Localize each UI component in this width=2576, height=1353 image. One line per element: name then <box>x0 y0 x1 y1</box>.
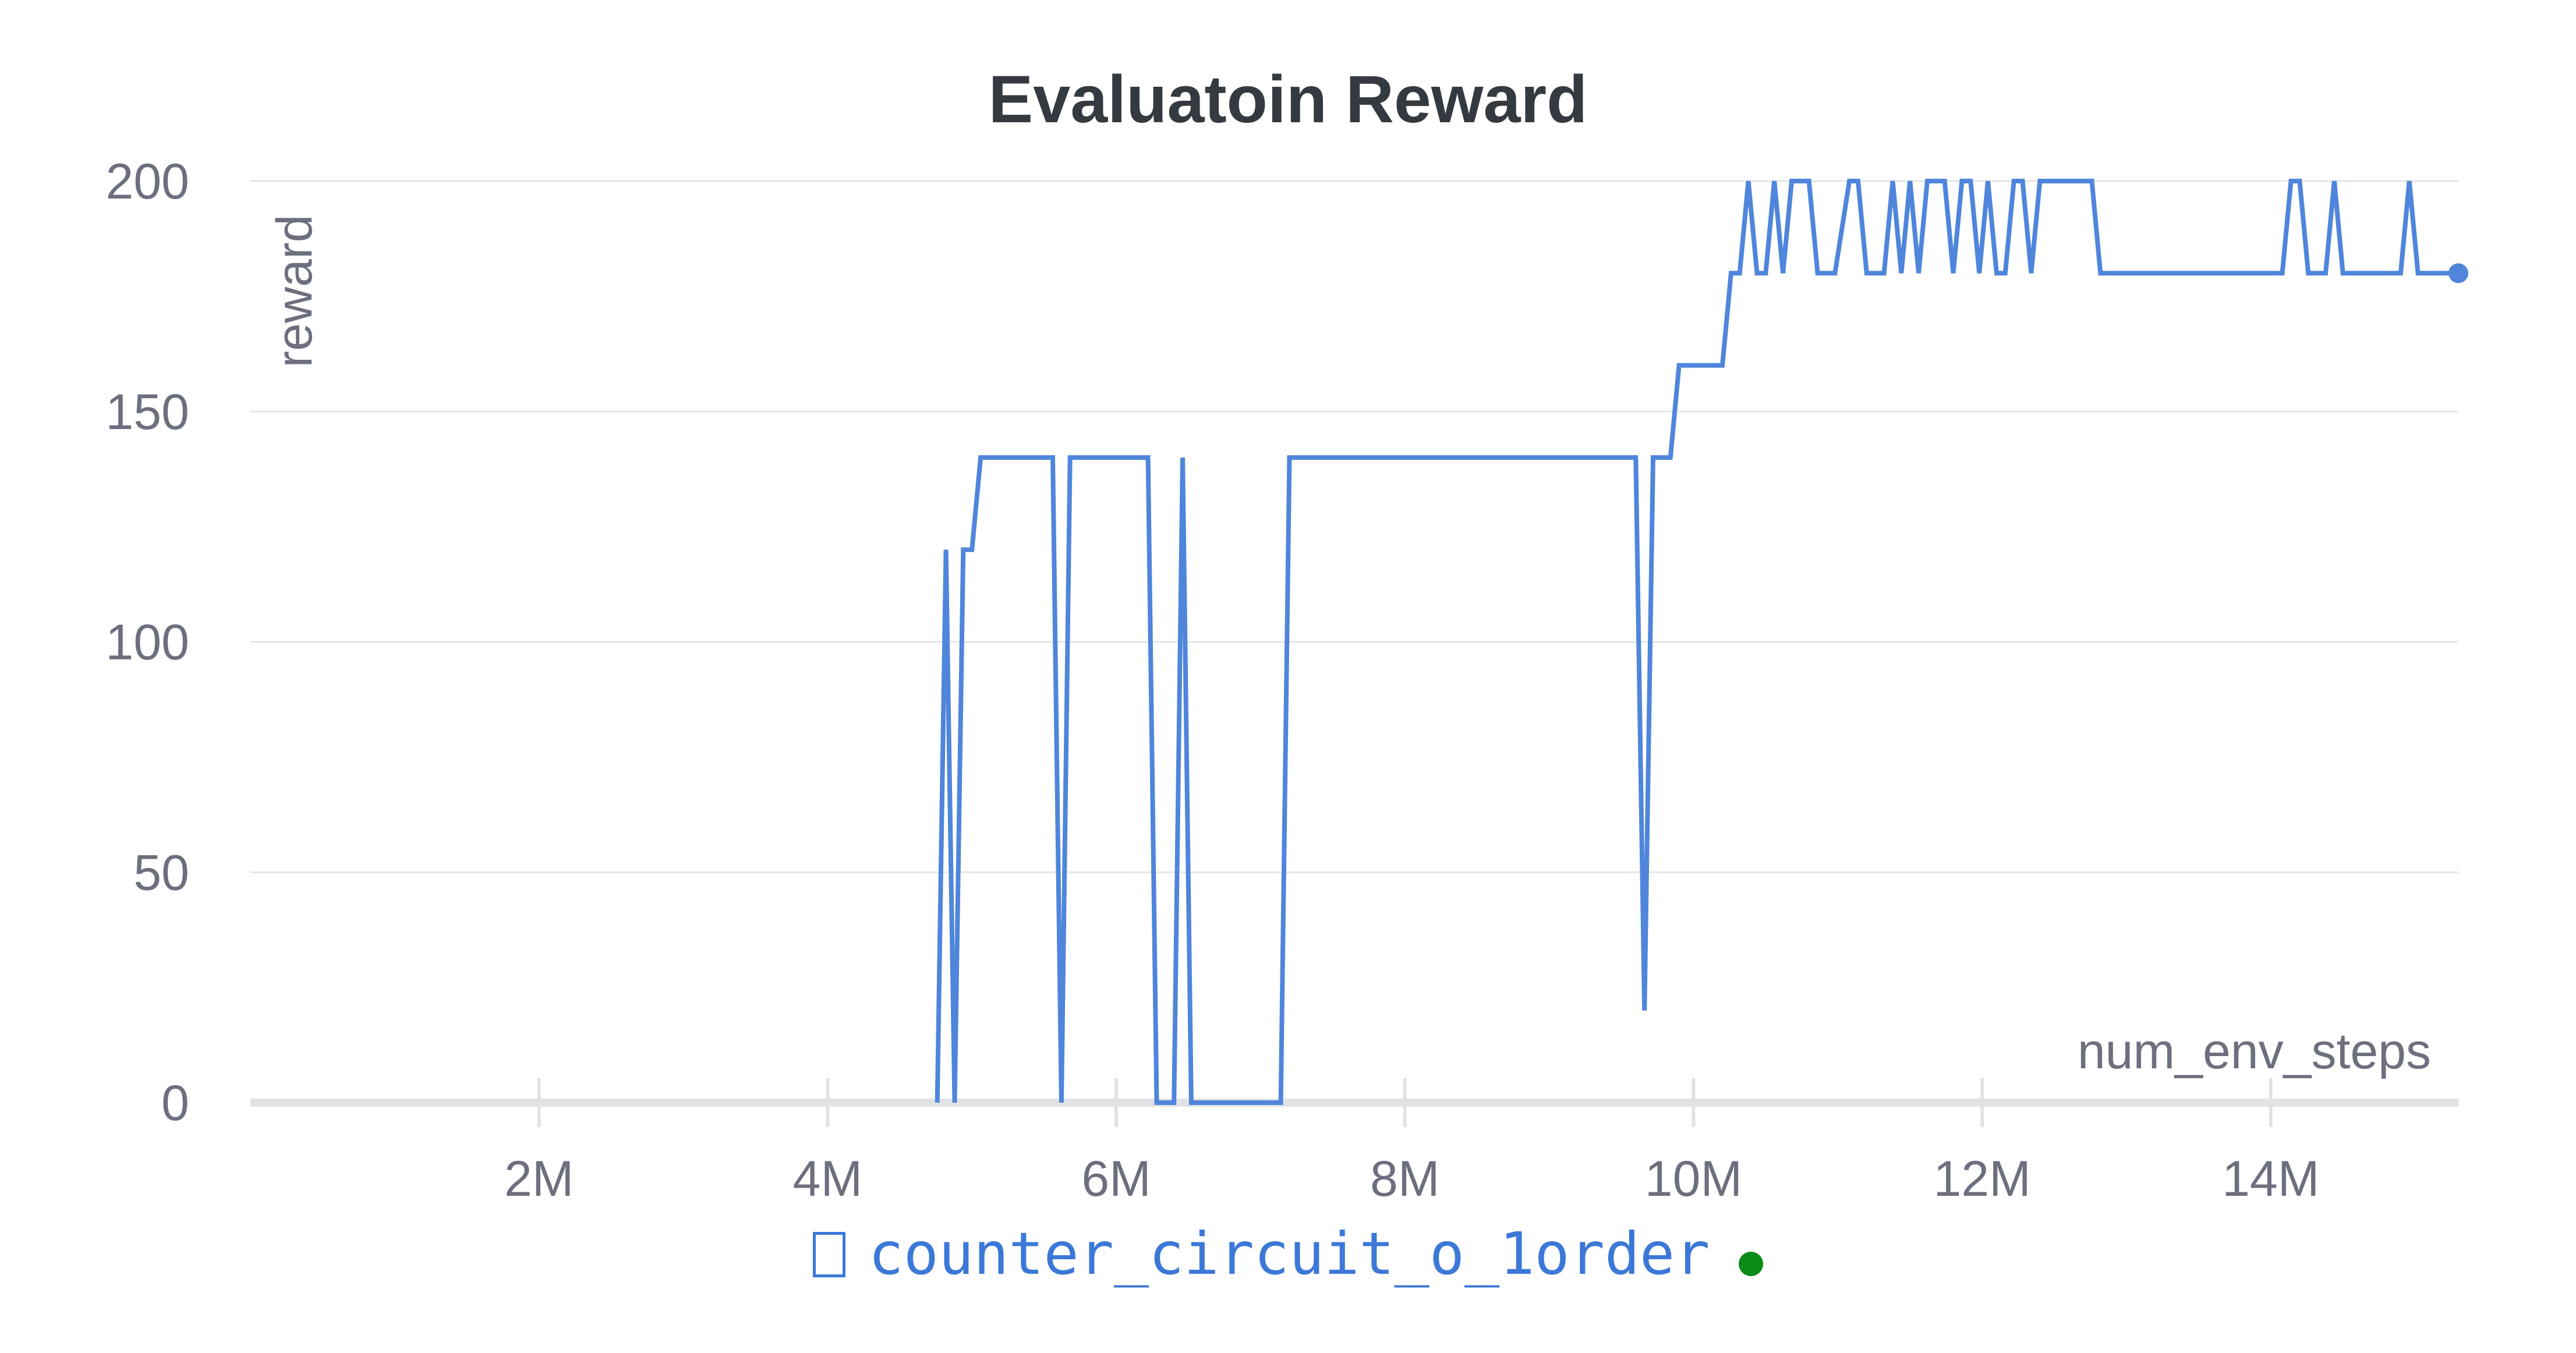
y-axis-title: reward <box>267 215 323 368</box>
y-tick-label: 0 <box>161 1075 189 1131</box>
x-tick-label: 2M <box>504 1151 574 1207</box>
x-tick-label: 8M <box>1370 1151 1439 1207</box>
x-tick-label: 6M <box>1081 1151 1151 1207</box>
gridlines <box>250 180 2458 873</box>
legend: counter_circuit_o_1order <box>0 1220 2576 1288</box>
x-tick-label: 10M <box>1645 1151 1742 1207</box>
y-tick-label: 150 <box>106 384 190 440</box>
x-axis-tick-labels: 2M 4M 6M 8M 10M 12M 14M <box>504 1151 2320 1207</box>
y-axis-tick-labels: 0 50 100 150 200 <box>106 154 190 1131</box>
series-line <box>935 179 2458 1105</box>
x-tick-label: 14M <box>2222 1151 2319 1207</box>
legend-checkbox-icon[interactable] <box>812 1232 845 1277</box>
y-tick-label: 200 <box>106 154 190 210</box>
series-lines <box>935 179 2468 1105</box>
series-end-point <box>2448 263 2468 284</box>
status-dot-icon <box>1739 1252 1764 1276</box>
x-tick-label: 4M <box>793 1151 862 1207</box>
chart-title: Evaluatoin Reward <box>988 62 1588 137</box>
x-tick-label: 12M <box>1933 1151 2030 1207</box>
x-axis-title: num_env_steps <box>2078 1023 2431 1079</box>
y-tick-label: 100 <box>106 615 190 671</box>
legend-series-name: counter_circuit_o_1order <box>868 1220 1710 1288</box>
y-tick-label: 50 <box>133 845 189 901</box>
